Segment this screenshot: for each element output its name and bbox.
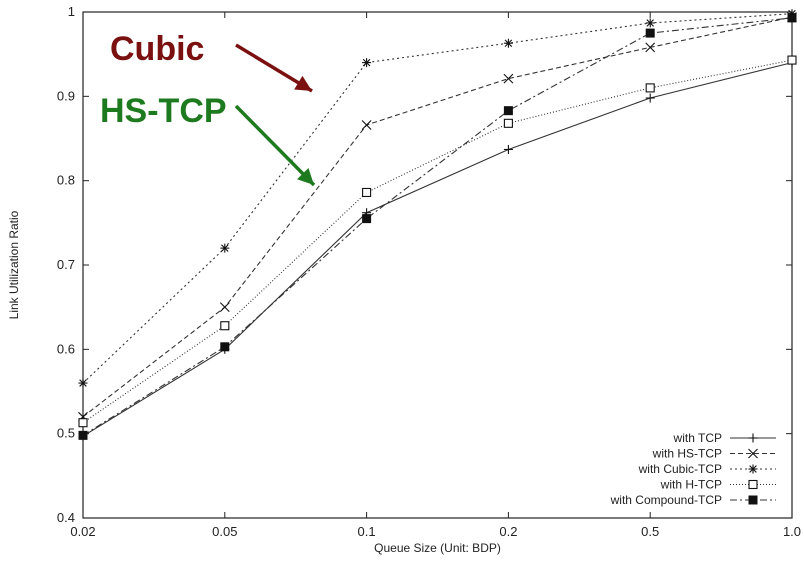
- data-point-2-2: [362, 58, 372, 68]
- legend-marker: [748, 495, 758, 505]
- data-point-3-5: [787, 55, 797, 65]
- data-point-4-0: [78, 430, 88, 440]
- data-point-2-1: [220, 243, 230, 253]
- axis-ticks: 0.4 0.5 0.6 0.7 0.8 0.9 1 0.02 0.05 0.1 0.2 0.5 1.0: [57, 4, 801, 539]
- data-point-1-1: [219, 302, 230, 313]
- legend-label: with HS-TCP: [652, 447, 722, 461]
- x-tick-label: 1.0: [783, 524, 801, 539]
- series-line-0: [82, 62, 793, 437]
- series-line-2: [82, 13, 793, 384]
- legend-marker: [748, 479, 758, 490]
- legend-marker: [748, 448, 758, 459]
- legend-label: with Cubic-TCP: [638, 462, 722, 476]
- y-axis-label: Link Utilization Ratio: [7, 210, 21, 319]
- x-tick-label: 0.2: [499, 524, 517, 539]
- data-point-4-3: [503, 106, 513, 116]
- annotation-arrow-hs-tcp: [234, 104, 316, 187]
- data-point-4-4: [645, 28, 655, 38]
- legend-label: with Compound-TCP: [610, 493, 722, 507]
- annotations: Cubic HS-TCP: [100, 30, 316, 187]
- annotation-arrow-cubic: [235, 43, 313, 93]
- data-point-1-4: [645, 42, 656, 53]
- legend-label: with TCP: [673, 431, 722, 445]
- data-point-3-4: [645, 83, 655, 93]
- y-tick-label: 0.5: [57, 426, 75, 441]
- y-tick-label: 0.8: [57, 173, 75, 188]
- series-lines: [82, 13, 793, 437]
- data-point-4-5: [787, 13, 797, 23]
- series-line-1: [82, 16, 793, 418]
- data-point-3-2: [362, 187, 372, 198]
- data-point-3-0: [78, 418, 88, 428]
- data-point-3-1: [220, 321, 230, 331]
- x-axis-label: Queue Size (Unit: BDP): [374, 541, 501, 555]
- legend-marker: [748, 433, 758, 443]
- arrow-shaft: [234, 104, 316, 187]
- annotation-hs-tcp: HS-TCP: [100, 92, 227, 130]
- legend-marker: [748, 464, 758, 474]
- data-point-0-3: [503, 144, 513, 154]
- data-point-2-0: [78, 378, 88, 388]
- y-tick-label: 0.9: [57, 88, 75, 103]
- data-point-4-1: [220, 342, 230, 352]
- y-tick-label: 0.4: [57, 510, 75, 525]
- data-point-2-4: [645, 18, 655, 28]
- data-point-2-3: [503, 38, 513, 48]
- y-tick-label: 0.7: [57, 257, 75, 272]
- legend-label: with H-TCP: [660, 478, 722, 492]
- data-point-1-3: [503, 73, 514, 84]
- y-tick-label: 1: [68, 4, 75, 19]
- arrow-head: [294, 75, 312, 91]
- y-tick-label: 0.6: [57, 341, 75, 356]
- arrow-head: [297, 167, 314, 185]
- x-tick-label: 0.1: [358, 524, 376, 539]
- x-tick-label: 0.02: [70, 524, 95, 539]
- annotation-cubic: Cubic: [110, 30, 204, 68]
- series-markers: [78, 9, 797, 441]
- data-point-3-3: [503, 118, 513, 128]
- data-point-0-4: [645, 93, 655, 103]
- series-line-4: [82, 17, 793, 436]
- x-tick-label: 0.5: [641, 524, 659, 539]
- data-point-1-2: [361, 120, 372, 130]
- x-tick-label: 0.05: [212, 524, 237, 539]
- data-point-4-2: [362, 214, 372, 224]
